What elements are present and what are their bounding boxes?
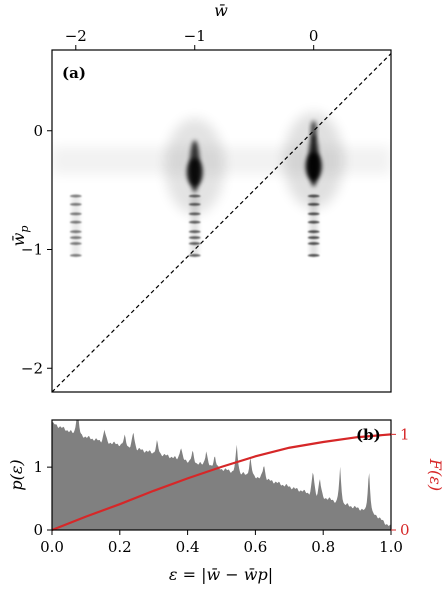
y-tick-label: −2: [21, 359, 43, 377]
panel-label-b: (b): [356, 426, 381, 444]
top-x-tick-label: −1: [184, 27, 206, 45]
panel-label-a: (a): [62, 64, 86, 82]
left-y-ticks: 01: [33, 458, 52, 539]
right-y-ticks: 01: [391, 425, 410, 539]
y-axis-label: w̄p: [9, 226, 31, 247]
top-x-tick-label: −2: [65, 27, 87, 45]
heatmap-border: [51, 49, 392, 393]
cluster-column: [309, 196, 318, 256]
heatmap-density: [52, 112, 391, 257]
y-tick-label: −1: [21, 241, 43, 259]
y-tick-label: 0: [33, 122, 43, 140]
heatmap-panel: −2 −1 0 0 −1 −2 (a) w̄ w̄p: [9, 1, 392, 393]
cluster-core-peak: [186, 158, 203, 187]
y-ticks: 0 −1 −2: [21, 122, 52, 377]
top-x-axis-label: w̄: [214, 1, 228, 20]
right-y-tick-label: 0: [400, 521, 410, 539]
right-y-tick-label: 1: [400, 425, 410, 443]
top-x-tick-label: 0: [309, 27, 319, 45]
x-tick-label: 0.0: [40, 538, 64, 556]
x-ticks: 0.0 0.2 0.4 0.6 0.8 1.0: [40, 530, 403, 556]
x-tick-label: 1.0: [379, 538, 403, 556]
density-border: [51, 419, 392, 531]
top-x-ticks: −2 −1 0: [65, 27, 319, 50]
density-panel: 0.0 0.2 0.4 0.6 0.8 1.0 01 01 (b) ε = |w̄ − w…: [7, 419, 443, 584]
x-tick-label: 0.2: [108, 538, 132, 556]
diagonal-line: [52, 52, 391, 392]
left-y-tick-label: 1: [33, 458, 43, 476]
left-y-axis-label: p(ε): [7, 459, 26, 490]
x-tick-label: 0.4: [176, 538, 200, 556]
cluster-tip: [310, 120, 317, 141]
cluster-column: [71, 196, 80, 256]
cluster-core-peak: [305, 152, 322, 181]
density-fill: [52, 420, 391, 530]
cdf-line: [51, 433, 392, 532]
x-tick-label: 0.8: [311, 538, 335, 556]
x-tick-label: 0.6: [243, 538, 267, 556]
right-y-axis-label: F(ε): [426, 458, 443, 491]
y-axis-label-subscript: p: [18, 226, 31, 233]
x-axis-label: ε = |w̄ − w̄p|: [169, 565, 273, 584]
cluster-column: [190, 196, 199, 256]
left-y-tick-label: 0: [33, 521, 43, 539]
density-area: [52, 420, 391, 530]
